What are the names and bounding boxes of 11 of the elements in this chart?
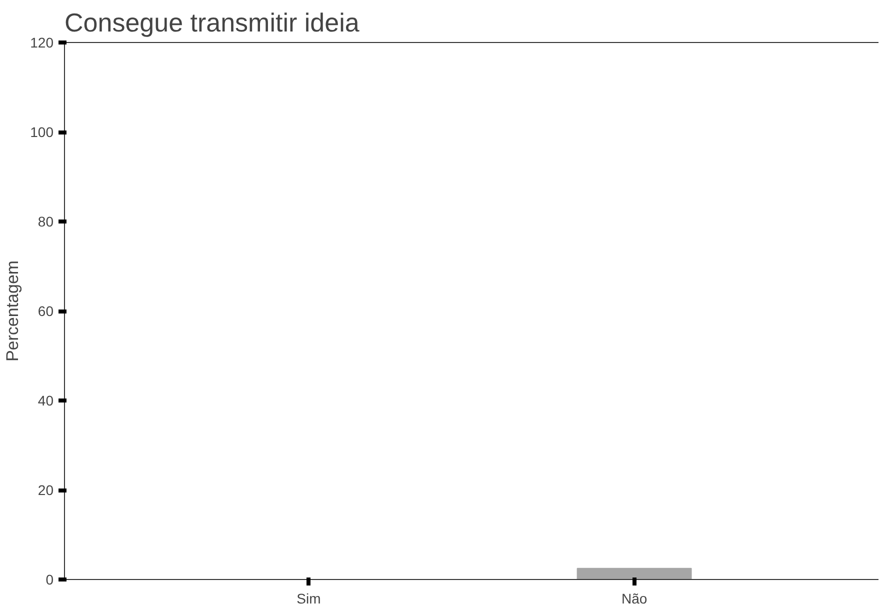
y-tick-label: 100 (30, 124, 54, 140)
y-tick-label: 80 (38, 214, 54, 230)
y-axis-title: Percentagem (3, 260, 22, 362)
x-tick-label: Não (621, 590, 648, 606)
y-tick-label: 120 (30, 34, 54, 50)
y-tick-label: 40 (38, 392, 54, 408)
y-tick-label: 20 (38, 482, 54, 498)
chart-title: Consegue transmitir ideia (64, 8, 360, 38)
y-tick-label: 60 (38, 303, 54, 319)
x-tick-label: Sim (296, 590, 321, 606)
y-tick-label: 0 (46, 572, 54, 588)
